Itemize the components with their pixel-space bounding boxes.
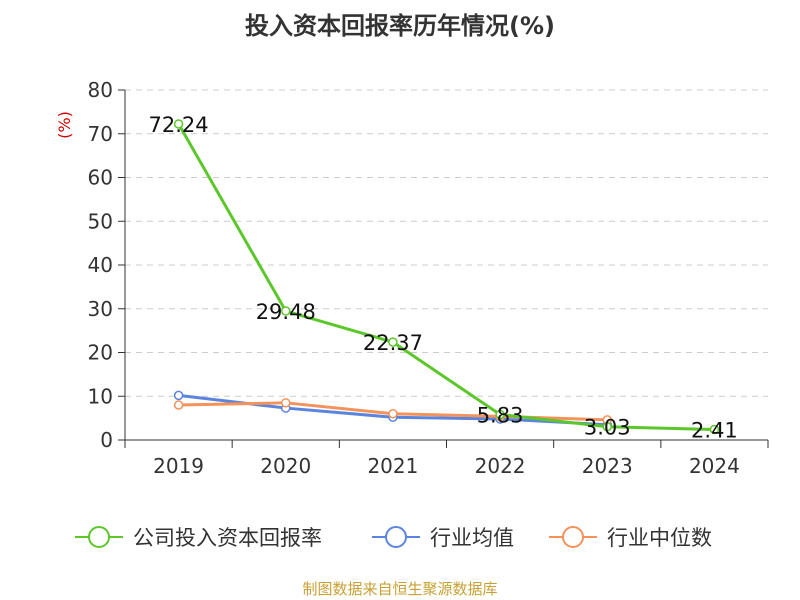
x-tick-label: 2019 (153, 454, 204, 478)
series-line (177, 123, 715, 431)
data-point (173, 400, 184, 410)
data-point (388, 409, 398, 419)
data-label: 22.37 (363, 331, 423, 355)
x-tick-label: 2020 (260, 454, 311, 478)
data-point (281, 398, 291, 408)
data-point (173, 390, 184, 401)
x-tick-label: 2021 (367, 454, 418, 478)
legend-label: 行业中位数 (607, 526, 712, 550)
y-tick-label: 50 (88, 209, 113, 233)
source-note: 制图数据来自恒生聚源数据库 (302, 580, 498, 598)
data-point (388, 337, 398, 347)
y-tick-label: 30 (88, 297, 113, 321)
data-point (495, 409, 505, 420)
legend-marker (562, 526, 584, 548)
y-axis-label: (%) (55, 111, 74, 139)
legend-marker (385, 526, 407, 548)
data-point (281, 306, 291, 316)
x-tick-label: 2024 (689, 454, 740, 478)
chart-title: 投入资本回报率历年情况(%) (245, 12, 555, 40)
data-label: 3.03 (584, 416, 631, 440)
x-tick-label: 2023 (582, 454, 633, 478)
data-point (602, 421, 612, 432)
data-label: 5.83 (477, 403, 524, 427)
legend-marker (88, 526, 110, 548)
y-tick-label: 0 (100, 428, 113, 452)
legend-item[interactable]: 行业中位数 (549, 526, 712, 550)
data-label: 2.41 (691, 418, 738, 442)
legend-item[interactable]: 行业均值 (372, 526, 514, 550)
y-tick-label: 60 (88, 166, 113, 190)
legend-item[interactable]: 公司投入资本回报率 (75, 526, 322, 550)
legend-label: 公司投入资本回报率 (133, 526, 322, 550)
data-point (173, 119, 184, 129)
y-tick-label: 80 (88, 78, 113, 102)
y-tick-label: 10 (88, 384, 113, 408)
x-tick-label: 2022 (475, 454, 526, 478)
data-point (709, 424, 720, 435)
legend-label: 行业均值 (430, 526, 514, 550)
y-tick-label: 20 (88, 341, 113, 365)
data-label: 72.24 (149, 113, 209, 137)
data-label: 29.48 (256, 300, 316, 324)
y-tick-label: 70 (88, 122, 113, 146)
y-tick-label: 40 (88, 253, 113, 277)
